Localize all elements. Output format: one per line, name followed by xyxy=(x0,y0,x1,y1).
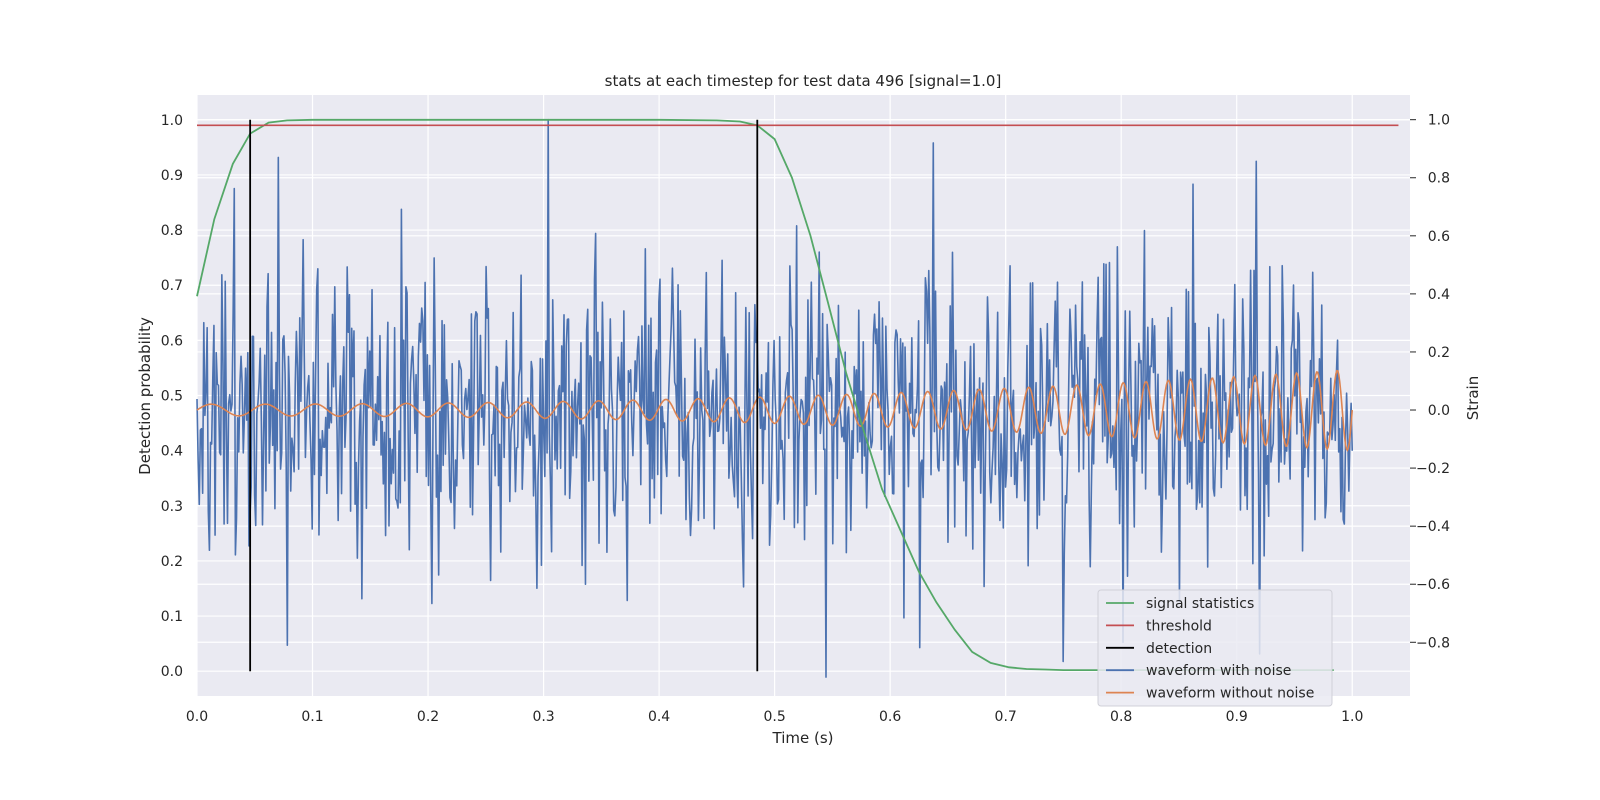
x-tick-label-9: 0.9 xyxy=(1226,709,1248,725)
y2-tick-label-6: 0.4 xyxy=(1428,287,1450,303)
y2-tick-label-5: 0.2 xyxy=(1428,345,1450,361)
x-tick-label-3: 0.3 xyxy=(532,709,554,725)
legend-box xyxy=(1097,589,1333,707)
x-tick-label-7: 0.7 xyxy=(995,709,1017,725)
legend-label-0: signal statistics xyxy=(1146,596,1254,612)
x-tick-label-0: 0.0 xyxy=(186,709,208,725)
y-tick-label-6: 0.6 xyxy=(161,333,183,349)
y-tick-label-0: 0.0 xyxy=(161,664,183,680)
x-tick-label-4: 0.4 xyxy=(648,709,670,725)
series-layer xyxy=(196,118,1399,678)
y2-tick-label-4: 0.0 xyxy=(1428,403,1450,419)
x-tick-label-8: 0.8 xyxy=(1110,709,1132,725)
y-tick-label-3: 0.3 xyxy=(161,499,183,515)
legend-label-1: threshold xyxy=(1146,618,1212,634)
y-axis-label: Detection probability xyxy=(136,317,154,475)
series-waveform-with-noise xyxy=(196,118,1354,678)
y2-tick-label-3: −0.2 xyxy=(1416,461,1450,477)
x-tick-label-5: 0.5 xyxy=(763,709,785,725)
legend-label-4: waveform without noise xyxy=(1146,686,1314,702)
x-tick-label-1: 0.1 xyxy=(301,709,323,725)
x-tick-label-6: 0.6 xyxy=(879,709,901,725)
y-axis-left: 0.0 0.1 0.2 0.3 0.4 0.5 0.6 0.7 0.8 0.9 1.0 xyxy=(161,113,183,680)
y-tick-label-4: 0.4 xyxy=(161,444,183,460)
y-tick-label-10: 1.0 xyxy=(161,113,183,129)
y-tick-label-8: 0.8 xyxy=(161,223,183,239)
y-tick-label-7: 0.7 xyxy=(161,278,183,294)
y2-tick-label-7: 0.6 xyxy=(1428,229,1450,245)
legend-label-2: detection xyxy=(1146,641,1212,657)
y2-axis-label: Strain xyxy=(1464,376,1482,420)
y-tick-label-2: 0.2 xyxy=(161,554,183,570)
chart-title: stats at each timestep for test data 496… xyxy=(605,72,1002,90)
legend-label-3: waveform with noise xyxy=(1146,663,1291,679)
y-tick-label-1: 0.1 xyxy=(161,609,183,625)
x-axis-label: Time (s) xyxy=(772,729,834,747)
y-tick-label-9: 0.9 xyxy=(161,168,183,184)
series-waveform-without-noise xyxy=(196,369,1354,452)
series-signal-statistics xyxy=(196,118,1334,671)
y2-tick-label-8: 0.8 xyxy=(1428,171,1450,187)
x-axis: 0.0 0.1 0.2 0.3 0.4 0.5 0.6 0.7 0.8 0.9 1.0 xyxy=(186,709,1364,725)
x-tick-label-10: 1.0 xyxy=(1341,709,1363,725)
legend: signal statistics threshold detection wavef… xyxy=(1097,589,1333,707)
y2-tick-label-2: −0.4 xyxy=(1416,519,1450,535)
y2-tick-label-0: −0.8 xyxy=(1416,635,1450,651)
y-tick-label-5: 0.5 xyxy=(161,389,183,405)
x-tick-label-2: 0.2 xyxy=(417,709,439,725)
y2-tick-label-9: 1.0 xyxy=(1428,113,1450,129)
y-axis-right: −0.8 −0.6 −0.4 −0.2 0.0 0.2 0.4 0.6 0.8 1.0 xyxy=(1410,113,1450,651)
y2-tick-label-1: −0.6 xyxy=(1416,577,1450,593)
